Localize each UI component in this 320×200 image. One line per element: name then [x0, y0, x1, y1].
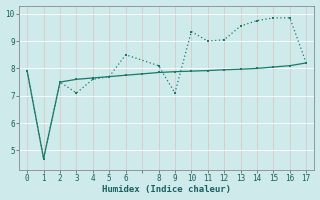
X-axis label: Humidex (Indice chaleur): Humidex (Indice chaleur)	[102, 185, 231, 194]
